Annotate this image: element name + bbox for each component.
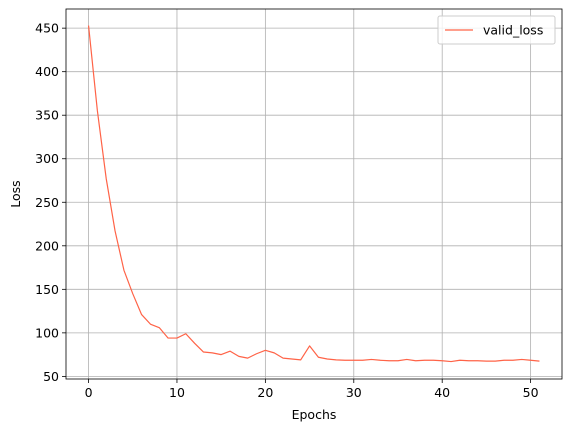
x-tick-label: 40 xyxy=(434,385,450,400)
y-tick-label: 150 xyxy=(35,282,59,297)
x-axis-label: Epochs xyxy=(292,407,337,422)
grid xyxy=(66,9,562,379)
y-tick-label: 350 xyxy=(35,108,59,123)
x-tick-label: 30 xyxy=(346,385,362,400)
y-tick-label: 200 xyxy=(35,238,59,253)
axis-ticks: 0 10 20 30 40 50 50 100 150 200 250 300 350 400 450 xyxy=(35,21,538,400)
legend-label: valid_loss xyxy=(483,23,543,38)
x-tick-label: 50 xyxy=(523,385,539,400)
y-tick-label: 250 xyxy=(35,195,59,210)
legend: valid_loss xyxy=(437,15,556,45)
x-tick-label: 10 xyxy=(169,385,185,400)
legend-box xyxy=(437,15,556,45)
y-tick-label: 400 xyxy=(35,64,59,79)
x-tick-label: 0 xyxy=(85,385,93,400)
x-tick-label: 20 xyxy=(257,385,273,400)
plot-frame xyxy=(65,8,563,380)
series-layer xyxy=(87,25,540,363)
y-axis-label: Loss xyxy=(8,180,23,207)
y-tick-label: 300 xyxy=(35,151,59,166)
y-tick-label: 100 xyxy=(35,325,59,340)
series-line xyxy=(87,25,540,363)
y-tick-label: 50 xyxy=(43,369,59,384)
y-tick-label: 450 xyxy=(35,21,59,36)
